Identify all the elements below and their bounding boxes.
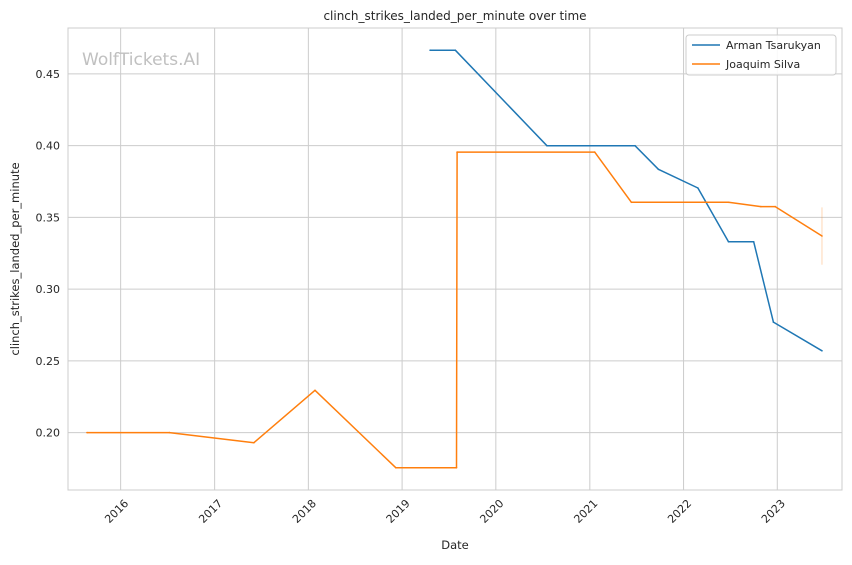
series-line-arman-tsarukyan (430, 49, 823, 352)
legend-label-arman-tsarukyan: Arman Tsarukyan (726, 39, 821, 52)
data-point-arman-tsarukyan (634, 144, 636, 147)
x-tick-label: 2018 (290, 497, 319, 526)
x-tick-label: 2020 (477, 497, 506, 526)
plot-area (67, 27, 843, 491)
series-layer (86, 49, 823, 469)
data-point-arman-tsarukyan (546, 144, 548, 147)
watermark: WolfTickets.AI (82, 50, 200, 70)
x-tick-label: 2021 (571, 497, 600, 526)
y-tick-label: 0.20 (36, 427, 61, 440)
data-point-arman-tsarukyan (772, 321, 775, 323)
data-point-joaquim-silva (727, 201, 730, 204)
legend-box (685, 34, 837, 76)
y-tick-label: 0.25 (36, 355, 61, 368)
data-point-joaquim-silva (395, 467, 397, 469)
data-point-arman-tsarukyan (752, 241, 755, 243)
data-point-arman-tsarukyan (727, 241, 730, 243)
data-point-arman-tsarukyan (657, 168, 660, 171)
data-point-joaquim-silva (314, 389, 316, 392)
x-tick-label: 2017 (196, 497, 225, 526)
data-point-joaquim-silva (760, 205, 762, 208)
data-point-joaquim-silva (253, 441, 255, 444)
x-axis-title: Date (441, 538, 469, 552)
x-tick-label: 2023 (759, 497, 788, 526)
data-point-joaquim-silva (168, 431, 171, 434)
x-tick-label: 2019 (384, 497, 413, 526)
y-tick-label: 0.40 (36, 140, 61, 153)
data-point-arman-tsarukyan (821, 350, 823, 352)
data-point-joaquim-silva (821, 235, 823, 237)
data-point-joaquim-silva (774, 205, 776, 208)
data-point-joaquim-silva (86, 431, 88, 434)
data-point-arman-tsarukyan (697, 187, 699, 189)
x-tick-label: 2016 (102, 497, 131, 526)
data-point-arman-tsarukyan (454, 49, 457, 51)
data-point-joaquim-silva (593, 151, 596, 153)
x-tick-label: 2022 (665, 497, 694, 526)
x-gridlines (120, 28, 778, 490)
data-point-joaquim-silva (456, 151, 458, 153)
data-point-arman-tsarukyan (429, 49, 431, 51)
x-axis-ticks: 2016 2017 2018 2019 2020 2021 2022 2023 (102, 497, 788, 526)
y-tick-label: 0.30 (36, 283, 61, 296)
y-tick-label: 0.35 (36, 211, 61, 224)
legend-label-joaquim-silva: Joaquim Silva (725, 58, 800, 71)
legend: Arman Tsarukyan Joaquim Silva (685, 34, 837, 76)
data-point-joaquim-silva (455, 467, 458, 469)
y-axis-title: clinch_strikes_landed_per_minute (8, 162, 22, 355)
y-tick-label: 0.45 (36, 68, 61, 81)
data-point-joaquim-silva (630, 201, 633, 204)
y-axis-ticks: 0.20 0.25 0.30 0.35 0.40 0.45 (36, 68, 61, 440)
chart-title: clinch_strikes_landed_per_minute over ti… (323, 9, 586, 23)
